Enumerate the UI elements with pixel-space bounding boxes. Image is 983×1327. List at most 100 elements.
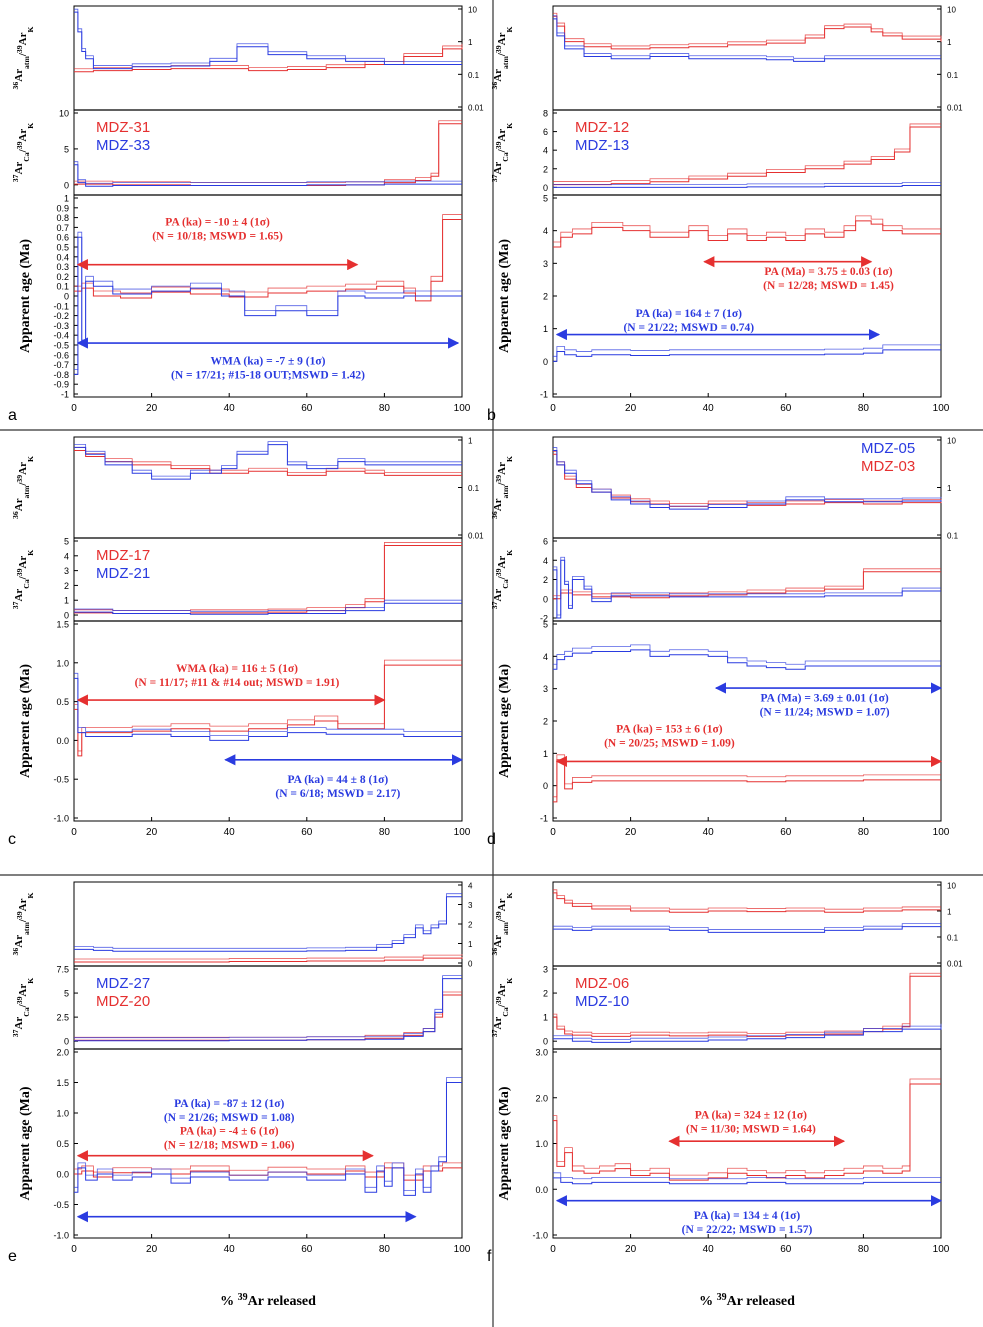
- legend-entry: MDZ-27: [96, 975, 150, 992]
- y-tick-label: 3: [543, 684, 548, 694]
- x-tick-label: 0: [71, 1244, 77, 1255]
- y-tick-label: 1.0: [56, 658, 69, 668]
- annotation-line1: PA (Ma) = 3.75 ± 0.03 (1σ): [764, 266, 892, 278]
- series-error-envelope: [553, 15, 941, 59]
- series-line-blue: [553, 184, 941, 188]
- y-tick-label: 1: [468, 38, 473, 47]
- series-line-blue: [553, 349, 941, 362]
- y-tick-label: 1.5: [56, 1078, 69, 1088]
- series-line-blue: [74, 602, 462, 615]
- y-tick-label: -1: [540, 814, 548, 824]
- y-tick-label: -1: [540, 390, 548, 400]
- y-tick-label: 0: [543, 357, 548, 367]
- annotation-line1: WMA (ka) = 116 ± 5 (1σ): [176, 663, 298, 675]
- plot-frame: [552, 436, 942, 822]
- x-axis-label: % 39Ar released: [699, 1292, 795, 1309]
- y-tick-label: 5: [543, 620, 548, 630]
- x-tick-label: 40: [703, 1244, 715, 1255]
- series-error-envelope: [553, 556, 941, 616]
- y-tick-label: 10: [947, 6, 956, 15]
- series-line-red: [74, 219, 462, 302]
- mid-axis-label: 37ArCa/39ArK: [490, 123, 514, 183]
- x-tick-label: 80: [858, 403, 870, 414]
- x-axis-label: % 39Ar released: [220, 1292, 316, 1309]
- plot-frame: [73, 436, 463, 822]
- y-tick-label: 0.1: [468, 71, 480, 80]
- series-error-envelope: [553, 1172, 941, 1180]
- y-tick-label: -0.3: [53, 321, 69, 331]
- y-tick-label: 1: [468, 940, 473, 949]
- y-tick-label: 0.01: [947, 960, 963, 969]
- y-tick-label: -1.0: [53, 1231, 69, 1241]
- series-error-envelope: [553, 1078, 941, 1176]
- y-tick-label: -0.2: [53, 311, 69, 321]
- series-line-red: [74, 957, 463, 963]
- y-tick-label: -0.1: [53, 301, 69, 311]
- y-tick-label: 1: [468, 437, 473, 446]
- x-tick-label: 80: [858, 827, 870, 838]
- y-tick-label: -2: [540, 614, 548, 624]
- y-tick-label: 7.5: [56, 965, 69, 975]
- series-error-envelope: [74, 1162, 462, 1176]
- x-tick-label: 80: [379, 1244, 391, 1255]
- annotation-line2: (N = 12/18; MSWD = 1.06): [164, 1139, 295, 1151]
- x-tick-label: 100: [454, 1244, 471, 1255]
- y-tick-label: -1.0: [53, 814, 69, 824]
- annotation-line1: PA (ka) = -10 ± 4 (1σ): [165, 216, 270, 228]
- x-tick-label: 80: [379, 403, 391, 414]
- series-line-blue: [74, 978, 462, 1042]
- y-tick-label: 3: [468, 901, 473, 910]
- y-tick-label: 0: [64, 1037, 69, 1047]
- age-axis-label: Apparent age (Ma): [497, 1086, 512, 1200]
- annotation-line2: (N = 11/24; MSWD = 1.07): [760, 707, 890, 719]
- series-error-envelope: [553, 1023, 942, 1040]
- y-tick-label: 0.7: [56, 223, 69, 233]
- y-tick-label: 0.3: [56, 262, 69, 272]
- y-tick-label: 3.0: [535, 1048, 548, 1058]
- y-tick-label: 2: [543, 575, 548, 585]
- y-tick-label: -0.7: [53, 360, 69, 370]
- x-tick-label: 60: [301, 403, 313, 414]
- annotation-line1: PA (ka) = 153 ± 6 (1σ): [616, 723, 723, 735]
- y-tick-label: 0: [543, 594, 548, 604]
- series-error-envelope: [74, 672, 462, 736]
- series-line-red: [553, 220, 941, 248]
- y-tick-label: 4: [64, 551, 69, 561]
- plot-frame: [552, 5, 942, 398]
- x-tick-label: 20: [146, 1244, 158, 1255]
- x-tick-label: 20: [146, 403, 158, 414]
- age-axis-label: Apparent age (Ma): [18, 239, 33, 353]
- y-tick-label: 0.9: [56, 203, 69, 213]
- series-error-envelope: [553, 972, 941, 1034]
- series-line-blue: [74, 896, 462, 952]
- panel-letter: d: [487, 831, 496, 848]
- y-tick-label: 2.0: [535, 1093, 548, 1103]
- y-tick-label: 2: [543, 989, 548, 999]
- annotation-line1: PA (Ma) = 3.69 ± 0.01 (1σ): [761, 693, 889, 705]
- annotation-line2: (N = 6/18; MSWD = 2.17): [275, 788, 400, 800]
- y-tick-label: 1: [543, 324, 548, 334]
- legend-entry: MDZ-33: [96, 137, 150, 154]
- panel-letter: b: [487, 407, 496, 424]
- x-tick-label: 100: [454, 403, 471, 414]
- y-tick-label: 4: [468, 882, 473, 891]
- mid-axis-label: 37ArCa/39ArK: [490, 550, 514, 610]
- age-axis-label: Apparent age (Ma): [497, 664, 512, 778]
- legend-entry: MDZ-03: [861, 458, 915, 475]
- y-tick-label: 3: [64, 566, 69, 576]
- plot-frame: [552, 881, 942, 1239]
- y-tick-label: -1.0: [532, 1231, 548, 1241]
- x-tick-label: 40: [224, 403, 236, 414]
- series-error-envelope: [74, 1077, 462, 1191]
- y-tick-label: 10: [947, 882, 956, 891]
- x-tick-label: 20: [625, 827, 637, 838]
- series-error-envelope: [74, 599, 462, 612]
- series-error-envelope: [74, 893, 462, 949]
- x-tick-label: 100: [454, 827, 471, 838]
- series-error-envelope: [553, 12, 942, 47]
- top-axis-label: 36Aratm/39ArK: [11, 893, 35, 956]
- legend-entry: MDZ-13: [575, 137, 629, 154]
